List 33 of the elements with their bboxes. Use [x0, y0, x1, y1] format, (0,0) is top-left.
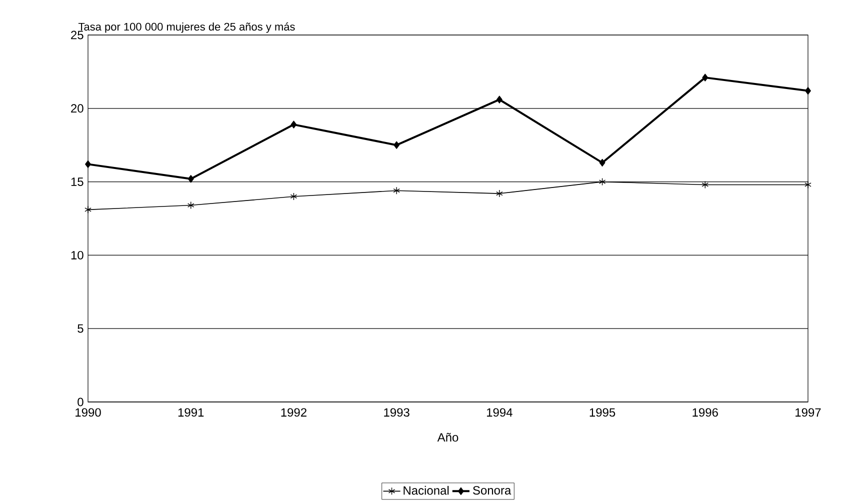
y-tick-label: 15 — [71, 178, 84, 186]
x-axis-title: Año — [437, 432, 458, 442]
y-tick-label: 5 — [78, 324, 84, 333]
x-tick-label: 1996 — [692, 408, 718, 417]
y-tick-label: 0 — [78, 398, 84, 406]
point — [598, 178, 606, 186]
point — [85, 160, 91, 168]
point — [702, 180, 709, 189]
point — [702, 74, 708, 82]
point — [188, 175, 194, 183]
point — [187, 201, 194, 210]
point — [393, 186, 400, 194]
point — [290, 192, 298, 200]
point — [496, 190, 503, 198]
point — [496, 96, 502, 104]
point — [805, 86, 811, 95]
x-tick-label: 1993 — [384, 408, 410, 417]
x-tick-label: 1997 — [796, 408, 821, 417]
point — [84, 206, 92, 214]
legend-label: Sonora — [473, 486, 512, 495]
point — [290, 120, 297, 128]
point — [804, 180, 812, 189]
x-tick-label: 1994 — [486, 408, 512, 417]
y-tick-label: 20 — [71, 104, 84, 113]
y-tick-label: 25 — [71, 30, 84, 40]
x-tick-label: 1992 — [281, 408, 306, 417]
y-tick-label: 10 — [71, 250, 84, 260]
x-tick-label: 1991 — [178, 408, 204, 417]
point — [599, 158, 606, 167]
point — [394, 141, 400, 149]
x-tick-label: 1990 — [76, 408, 101, 417]
x-tick-label: 1995 — [590, 408, 616, 417]
legend-label: Nacional — [404, 486, 449, 495]
